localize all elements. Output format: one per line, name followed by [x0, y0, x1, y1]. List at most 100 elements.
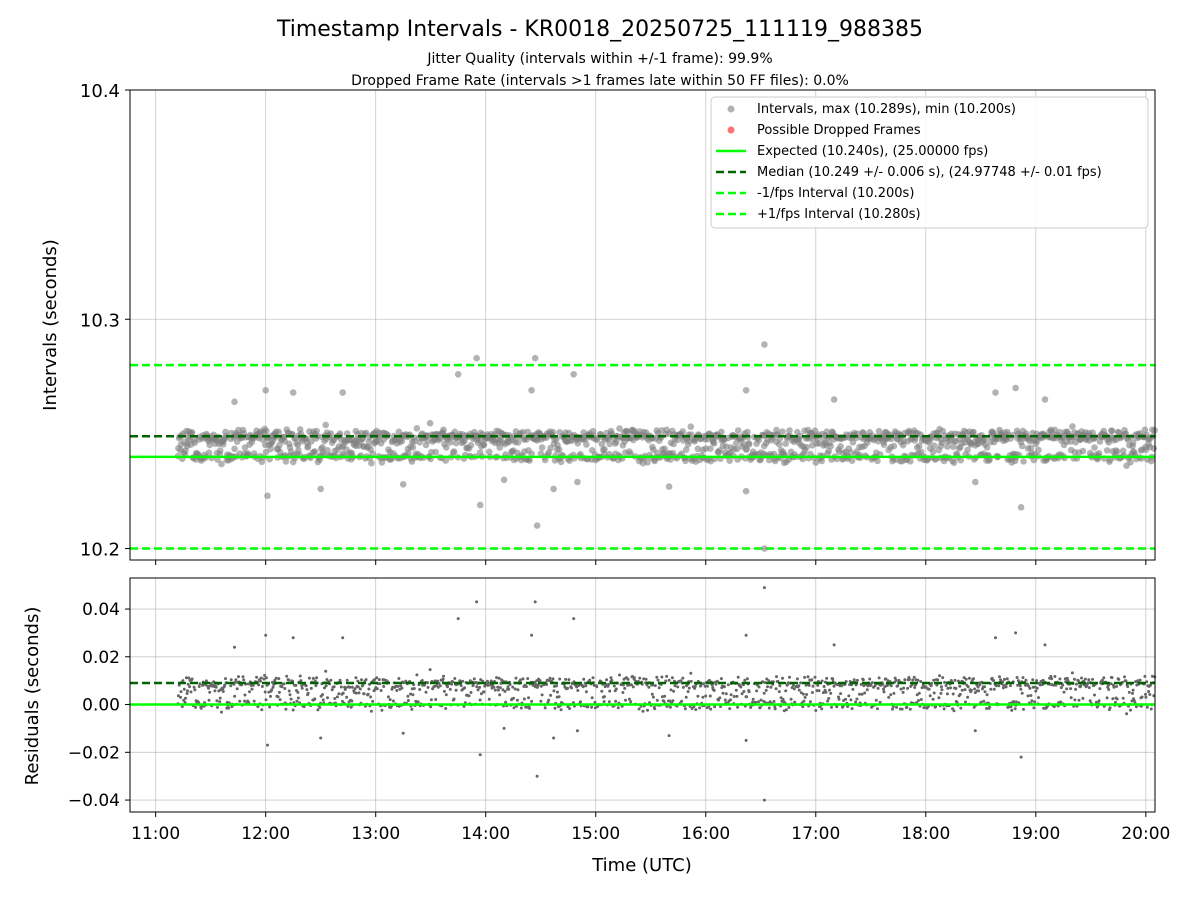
residual-point	[755, 689, 759, 693]
residual-point	[811, 684, 815, 688]
residual-point	[814, 709, 818, 712]
residual-point	[1072, 677, 1076, 681]
residual-point	[1066, 679, 1070, 683]
interval-point	[267, 445, 274, 453]
interval-point	[1030, 456, 1038, 464]
residual-point	[344, 686, 348, 690]
residual-point	[633, 676, 636, 680]
residual-point	[762, 798, 766, 802]
chart-subtitle-jitter: Jitter Quality (intervals within +/-1 fr…	[426, 51, 772, 67]
interval-point	[411, 438, 418, 445]
residual-point	[181, 679, 185, 683]
interval-point	[776, 441, 783, 448]
residual-point	[218, 696, 222, 700]
residual-point	[324, 684, 328, 688]
residual-point	[575, 729, 579, 733]
residual-point	[349, 705, 353, 709]
residual-point	[694, 708, 698, 712]
residual-point	[922, 706, 926, 710]
interval-point	[188, 429, 196, 436]
interval-point	[263, 427, 270, 435]
residual-point	[539, 699, 543, 703]
residual-point	[985, 707, 988, 710]
residual-point	[241, 675, 245, 679]
residual-point	[751, 697, 755, 701]
interval-point	[601, 445, 608, 453]
residual-point	[629, 683, 633, 687]
residual-point	[724, 692, 728, 696]
residual-point	[1035, 679, 1039, 683]
residual-point	[492, 685, 496, 689]
residual-point	[179, 690, 183, 694]
residual-point	[533, 680, 537, 684]
residual-point	[1149, 707, 1153, 711]
residual-point	[358, 687, 362, 691]
residual-point	[526, 677, 530, 681]
residual-point	[584, 684, 588, 688]
residual-point	[1009, 705, 1013, 709]
residual-point	[513, 687, 517, 691]
residual-point	[878, 700, 882, 704]
residual-point	[593, 700, 597, 704]
residual-point	[889, 693, 893, 697]
interval-point	[1035, 446, 1042, 454]
residual-point	[194, 705, 198, 709]
residual-point	[583, 681, 587, 685]
residual-point	[860, 692, 864, 696]
interval-point	[1069, 423, 1076, 430]
residual-point	[953, 678, 957, 682]
intervals-points	[130, 341, 1158, 552]
residual-point	[831, 677, 835, 681]
residual-point	[719, 677, 723, 681]
intervals-y-axis-label: Intervals (seconds)	[40, 239, 61, 411]
residual-point	[180, 705, 184, 709]
residual-point	[663, 694, 667, 698]
residual-point	[442, 674, 445, 678]
residual-point	[416, 700, 420, 704]
interval-point	[528, 387, 535, 394]
residual-point	[662, 699, 666, 703]
residual-point	[185, 692, 189, 695]
residual-point	[379, 689, 383, 692]
residual-point	[182, 698, 186, 702]
residual-point	[744, 633, 748, 637]
residual-point	[591, 676, 595, 680]
residual-point	[193, 688, 197, 692]
residual-point	[826, 699, 830, 703]
residual-point	[588, 678, 592, 682]
residual-point	[428, 668, 432, 672]
residual-point	[353, 687, 357, 691]
residual-point	[568, 707, 572, 710]
residual-point	[932, 678, 936, 682]
interval-point	[526, 457, 533, 464]
residual-point	[567, 678, 571, 682]
legend-label-plus-fps: +1/fps Interval (10.280s)	[757, 207, 921, 222]
residual-point	[539, 684, 543, 688]
residual-point	[559, 708, 563, 712]
residual-point	[642, 677, 646, 681]
residual-point	[742, 690, 746, 693]
interval-point	[875, 427, 883, 435]
interval-point	[702, 445, 709, 452]
residual-point	[1083, 677, 1087, 681]
residual-point	[459, 684, 463, 688]
residual-point	[198, 682, 202, 686]
residual-point	[930, 681, 934, 685]
intervals-y-tick-label: 10.2	[80, 540, 120, 561]
residual-point	[917, 691, 921, 695]
residual-point	[291, 636, 295, 640]
residual-point	[607, 682, 611, 686]
residual-point	[924, 685, 928, 689]
residual-point	[887, 695, 891, 699]
residual-point	[264, 633, 268, 637]
residual-point	[1070, 671, 1074, 675]
residual-point	[401, 731, 405, 735]
residual-point	[199, 706, 203, 710]
residual-point	[736, 705, 740, 709]
residual-point	[1038, 683, 1042, 687]
residual-point	[1121, 696, 1125, 700]
residual-point	[902, 686, 906, 690]
interval-point	[480, 441, 488, 449]
residual-point	[287, 678, 291, 682]
residual-point	[807, 683, 811, 687]
